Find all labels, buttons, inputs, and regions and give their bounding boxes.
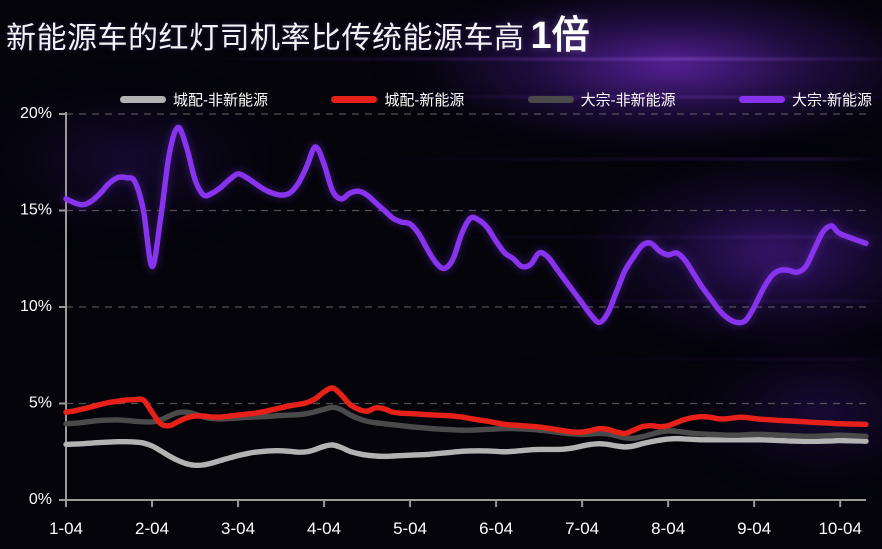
y-tick-label: 15% bbox=[20, 202, 52, 219]
background-streak-4 bbox=[0, 236, 882, 238]
page-title: 新能源车的红灯司机率比传统能源车高 1倍 bbox=[6, 4, 882, 57]
background-glow-left bbox=[0, 60, 280, 260]
y-tick-label: 10% bbox=[20, 298, 52, 315]
series-line-2[interactable] bbox=[63, 404, 869, 442]
background-glow-mid bbox=[520, 150, 882, 380]
background-streak-1 bbox=[0, 58, 882, 60]
series-line-0[interactable] bbox=[63, 124, 869, 326]
x-tick-label: 3-04 bbox=[221, 519, 255, 538]
x-tick-label: 2-04 bbox=[135, 519, 169, 538]
background-streak-2 bbox=[0, 96, 882, 98]
chart-legend: 城配-非新能源 城配-新能源 大宗-非新能源 大宗-新能源 bbox=[120, 88, 872, 110]
legend-swatch-icon bbox=[120, 95, 166, 103]
background-streak-6 bbox=[0, 358, 882, 360]
x-tick-label: 5-04 bbox=[393, 519, 427, 538]
legend-label: 城配-非新能源 bbox=[173, 91, 268, 109]
page-title-main: 新能源车的红灯司机率比传统能源车高 bbox=[6, 22, 525, 55]
legend-label: 城配-新能源 bbox=[384, 91, 465, 109]
y-tick-label: 5% bbox=[29, 395, 52, 412]
legend-item-dazong-nonnew[interactable]: 大宗-非新能源 bbox=[527, 89, 676, 110]
series-line-3[interactable] bbox=[63, 435, 869, 469]
series-line-1[interactable] bbox=[63, 385, 869, 437]
legend-swatch-icon bbox=[331, 95, 378, 103]
grid-lines bbox=[66, 113, 866, 405]
legend-swatch-icon bbox=[527, 95, 574, 103]
legend-item-dazong-new[interactable]: 大宗-新能源 bbox=[738, 89, 872, 110]
x-tick-label: 9-04 bbox=[737, 519, 771, 538]
data-series bbox=[60, 121, 872, 469]
x-tick-label: 10-04 bbox=[818, 519, 861, 538]
legend-swatch-icon bbox=[738, 95, 785, 103]
background-streak-5 bbox=[0, 300, 882, 302]
background-streak-3 bbox=[0, 158, 882, 160]
legend-item-chengpei-new[interactable]: 城配-新能源 bbox=[331, 89, 464, 110]
x-tick-label: 6-04 bbox=[479, 519, 513, 538]
legend-item-chengpei-nonnew[interactable]: 城配-非新能源 bbox=[120, 89, 268, 110]
background-glow-top bbox=[330, 0, 882, 170]
x-tick-label: 4-04 bbox=[307, 519, 341, 538]
y-tick-label: 20% bbox=[20, 105, 52, 122]
legend-label: 大宗-非新能源 bbox=[580, 91, 676, 109]
y-axis-ticks: 0% 5% 10% 15% 20% bbox=[20, 105, 66, 508]
x-tick-label: 1-04 bbox=[49, 519, 83, 538]
x-tick-label: 8-04 bbox=[651, 519, 685, 538]
x-tick-label: 7-04 bbox=[565, 519, 599, 538]
legend-label: 大宗-新能源 bbox=[791, 91, 872, 109]
x-axis-ticks: 1-04 2-04 3-04 4-04 5-04 6-04 7-04 8-04 9-04 10-0… bbox=[49, 500, 862, 538]
page-title-accent: 1倍 bbox=[530, 15, 590, 57]
y-tick-label: 0% bbox=[29, 491, 52, 508]
